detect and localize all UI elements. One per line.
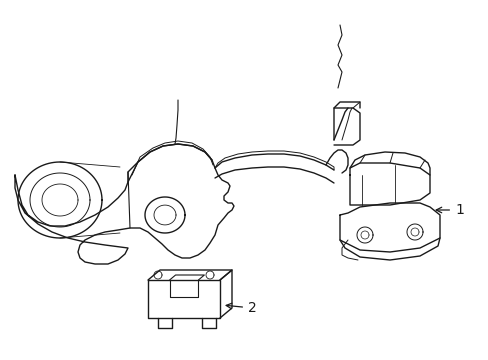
Text: 2: 2 [225,301,256,315]
Text: 1: 1 [435,203,463,217]
